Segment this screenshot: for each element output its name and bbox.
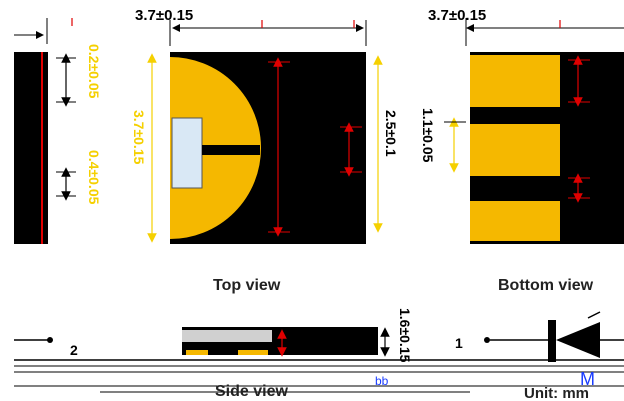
bottom-view-package	[470, 52, 624, 244]
dim-c-text: 3.7±0.15	[131, 110, 147, 165]
bottom-rules	[14, 359, 624, 393]
side-view-package	[182, 327, 390, 357]
pin-1-label: 1	[455, 335, 463, 351]
top-width-left-text: 3.7±0.15	[135, 7, 193, 24]
dim-e-text: 1.1±0.05	[420, 108, 436, 163]
diode-symbol-icon	[484, 311, 624, 362]
dim-d-text: 2.5±0.1	[383, 110, 399, 157]
bottom-view-label: Bottom view	[498, 277, 594, 294]
side-view-label: Side view	[215, 383, 288, 400]
left-side-package	[14, 52, 48, 244]
top-width-right-text: 3.7±0.15	[428, 7, 486, 24]
bb-label: bb	[375, 374, 389, 388]
unit-label: Unit: mm	[524, 385, 589, 401]
pin-2-label: 2	[70, 342, 78, 358]
dim-a-text: 0.2±0.05	[86, 44, 102, 99]
top-view-label: Top view	[213, 277, 281, 294]
pin-2-lead	[14, 337, 53, 343]
dim-f-text: 1.6±0.15	[397, 308, 413, 363]
left-dimension-arrows	[56, 53, 76, 201]
top-dimension-lines	[14, 18, 624, 46]
top-view-package	[170, 52, 366, 244]
dim-b-text: 0.4±0.05	[86, 150, 102, 205]
m-label: M	[580, 369, 595, 389]
